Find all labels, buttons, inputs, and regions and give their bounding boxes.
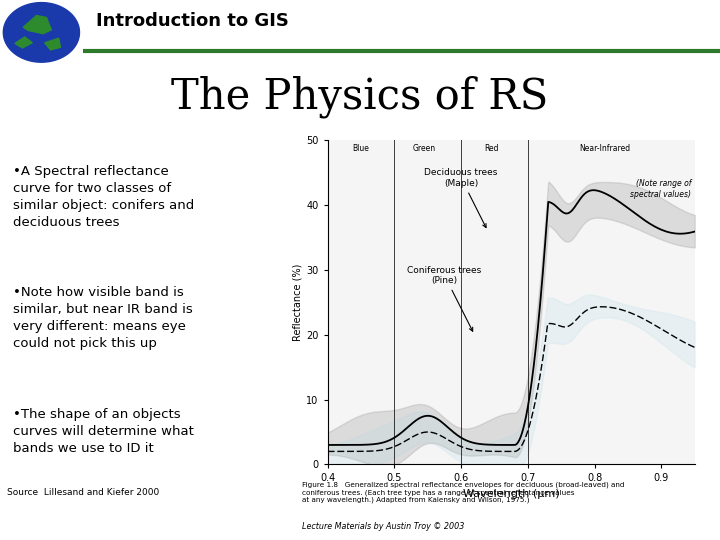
Polygon shape	[45, 38, 60, 50]
X-axis label: Wavelength (µm): Wavelength (µm)	[463, 489, 559, 499]
Text: •The shape of an objects
curves will determine what
bands we use to ID it: •The shape of an objects curves will det…	[14, 408, 194, 455]
Text: Coniferous trees
(Pine): Coniferous trees (Pine)	[408, 266, 482, 331]
Text: Green: Green	[413, 144, 436, 153]
Text: Source  Lillesand and Kiefer 2000: Source Lillesand and Kiefer 2000	[7, 488, 159, 497]
Text: (Note range of
spectral values): (Note range of spectral values)	[631, 179, 691, 199]
Text: •A Spectral reflectance
curve for two classes of
similar object: conifers and
de: •A Spectral reflectance curve for two cl…	[14, 165, 194, 230]
Polygon shape	[23, 16, 51, 33]
Text: Introduction to GIS: Introduction to GIS	[96, 12, 289, 30]
Text: Figure 1.8   Generalized spectral reflectance envelopes for deciduous (broad-lea: Figure 1.8 Generalized spectral reflecta…	[302, 482, 625, 503]
Text: Deciduous trees
(Maple): Deciduous trees (Maple)	[424, 168, 498, 227]
Text: Near-Infrared: Near-Infrared	[579, 144, 630, 153]
Polygon shape	[15, 37, 32, 48]
Polygon shape	[4, 3, 79, 62]
Text: Blue: Blue	[353, 144, 369, 153]
Text: Lecture Materials by Austin Troy © 2003: Lecture Materials by Austin Troy © 2003	[302, 522, 465, 531]
Text: The Physics of RS: The Physics of RS	[171, 76, 549, 118]
Text: Red: Red	[484, 144, 498, 153]
Text: •Note how visible band is
similar, but near IR band is
very different: means eye: •Note how visible band is similar, but n…	[14, 286, 193, 350]
Y-axis label: Reflectance (%): Reflectance (%)	[292, 264, 302, 341]
